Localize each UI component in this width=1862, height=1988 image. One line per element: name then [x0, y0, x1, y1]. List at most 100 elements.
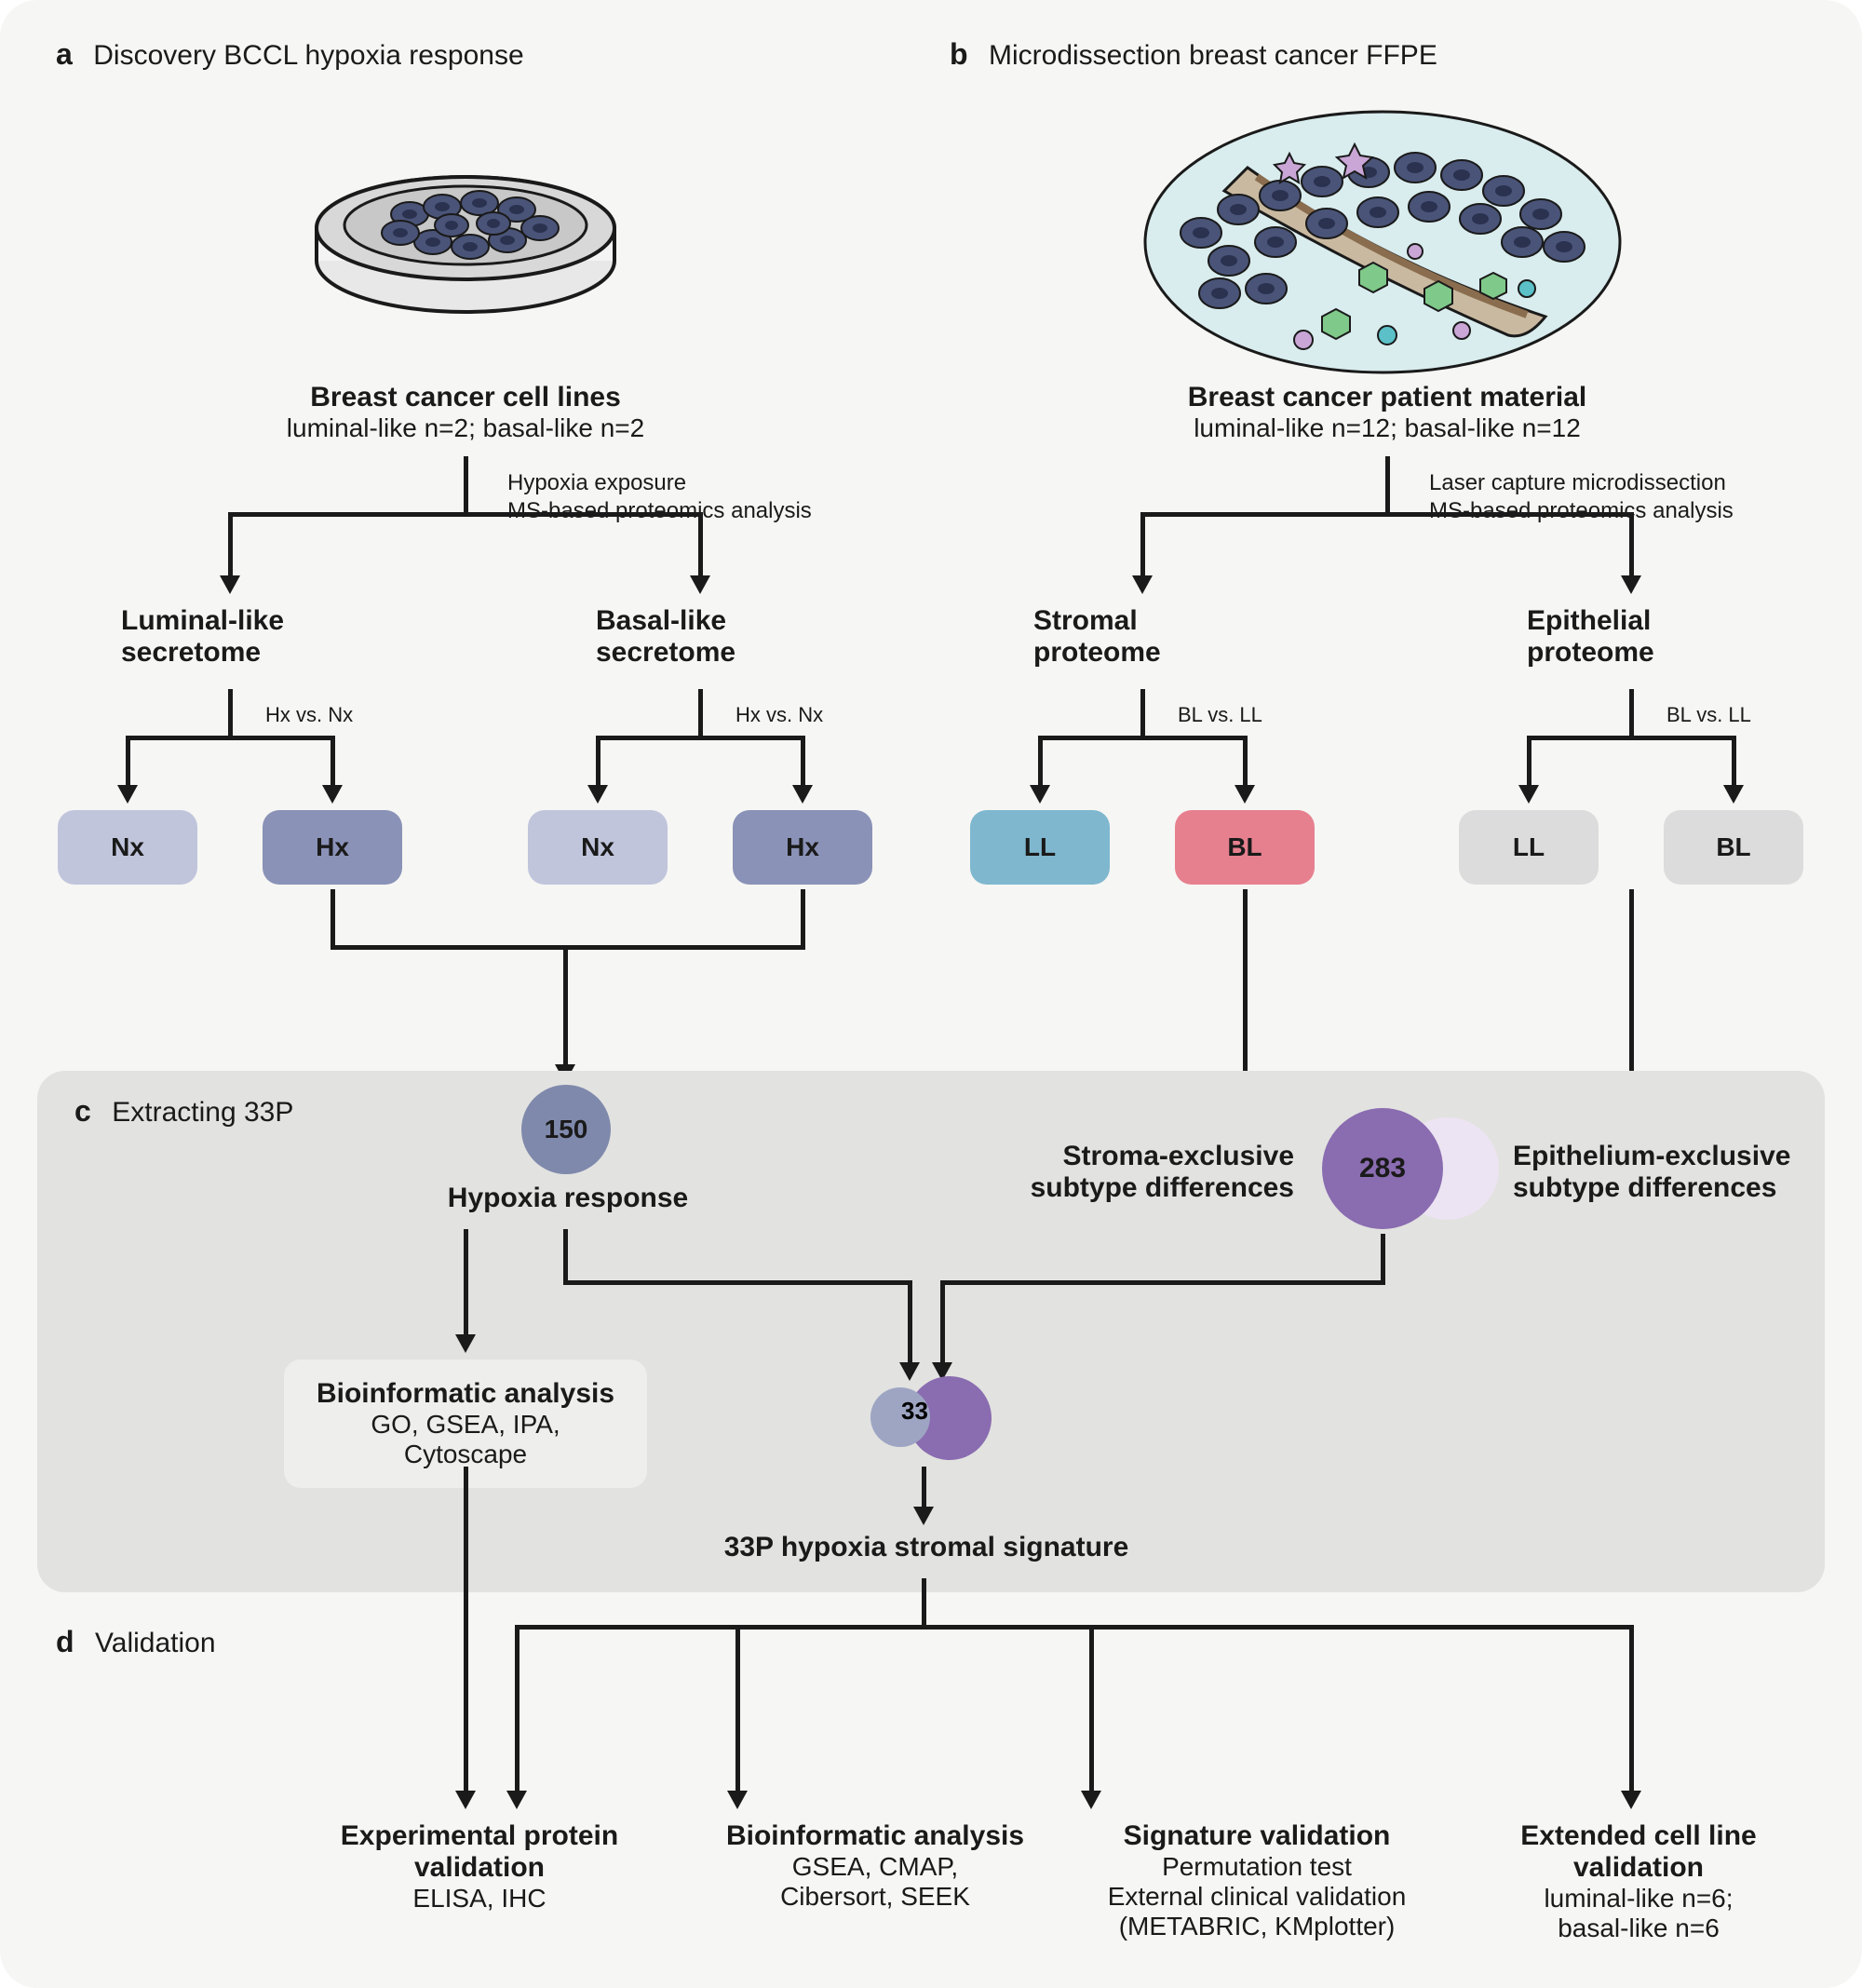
text: validation — [289, 1852, 670, 1884]
connector — [698, 512, 703, 577]
arrowhead-icon — [727, 1791, 748, 1809]
branch-label: Stromal proteome — [1033, 605, 1257, 669]
connector — [464, 456, 468, 512]
connector — [1629, 1625, 1634, 1792]
text: basal-like n=6 — [1476, 1914, 1801, 1943]
connector — [1140, 512, 1145, 577]
circle-150: 150 — [521, 1085, 611, 1174]
arrowhead-icon — [587, 785, 608, 804]
chip-ll-stromal: LL — [970, 810, 1110, 885]
connector — [735, 1625, 1634, 1630]
stroma-exclusive-label: Stroma-exclusive subtype differences — [996, 1141, 1294, 1204]
circle-283: 283 — [1322, 1108, 1443, 1229]
comparison-text: BL vs. LL — [1178, 703, 1262, 727]
arrowhead-icon — [220, 575, 240, 594]
connector — [596, 736, 600, 787]
connector — [563, 1229, 568, 1280]
chip-label: LL — [1513, 832, 1545, 862]
text: Bioinformatic analysis — [312, 1378, 619, 1410]
panel-a-label: a Discovery BCCL hypoxia response — [56, 37, 524, 72]
connector — [1385, 456, 1390, 512]
connector — [735, 1625, 740, 1792]
chip-ll-epi: LL — [1459, 810, 1599, 885]
petri-dish-icon — [307, 121, 624, 335]
connector — [126, 736, 130, 787]
text: Experimental protein — [289, 1820, 670, 1852]
hypoxia-response-label: Hypoxia response — [428, 1183, 708, 1214]
chip-label: Nx — [581, 832, 614, 862]
circle-33-value: 33 — [901, 1397, 928, 1426]
connector — [126, 736, 335, 740]
connector — [698, 689, 703, 736]
panel-letter: b — [950, 37, 968, 71]
arrowhead-icon — [1723, 785, 1744, 804]
text: subtype differences — [996, 1172, 1294, 1204]
connector — [801, 736, 805, 787]
connector — [228, 512, 233, 577]
connector — [1140, 512, 1634, 517]
connector — [331, 889, 335, 945]
chip-label: BL — [1716, 832, 1750, 862]
text: Epithelial — [1527, 605, 1750, 637]
epi-exclusive-label: Epithelium-exclusive subtype differences — [1513, 1141, 1829, 1204]
chip-nx: Nx — [528, 810, 668, 885]
validation-col-2: Bioinformatic analysis GSEA, CMAP, Ciber… — [712, 1820, 1038, 1912]
chip-hx: Hx — [733, 810, 872, 885]
subheading: luminal-like n=12; basal-like n=12 — [1145, 413, 1629, 443]
connector — [940, 1280, 1385, 1285]
panel-c-label: c Extracting 33P — [74, 1094, 293, 1129]
arrowhead-icon — [1235, 785, 1255, 804]
text: secretome — [596, 637, 819, 669]
text: Stromal — [1033, 605, 1257, 637]
panel-title: Extracting 33P — [112, 1097, 293, 1128]
panel-b-label: b Microdissection breast cancer FFPE — [950, 37, 1437, 72]
arrowhead-icon — [792, 785, 813, 804]
method-text: Laser capture microdissection — [1429, 470, 1726, 496]
connector — [1089, 1625, 1094, 1792]
arrowhead-icon — [1132, 575, 1153, 594]
text: Extended cell line — [1476, 1820, 1801, 1852]
validation-col-1: Experimental protein validation ELISA, I… — [289, 1820, 670, 1914]
heading: Breast cancer cell lines — [270, 382, 661, 413]
connector — [228, 689, 233, 736]
comparison-text: Hx vs. Nx — [265, 703, 353, 727]
connector — [940, 1280, 945, 1364]
panel-letter: c — [74, 1094, 91, 1128]
branch-label: Basal-like secretome — [596, 605, 819, 669]
circle-value: 283 — [1359, 1153, 1406, 1184]
connector — [1038, 736, 1043, 787]
arrowhead-icon — [455, 1334, 476, 1353]
arrowhead-icon — [117, 785, 138, 804]
connector — [1629, 512, 1634, 577]
text: Basal-like — [596, 605, 819, 637]
chip-label: Hx — [316, 832, 349, 862]
branch-label: Epithelial proteome — [1527, 605, 1750, 669]
chip-bl-epi: BL — [1664, 810, 1803, 885]
arrowhead-icon — [690, 575, 710, 594]
comparison-text: BL vs. LL — [1666, 703, 1751, 727]
arrowhead-icon — [506, 1791, 527, 1809]
validation-col-4: Extended cell line validation luminal-li… — [1476, 1820, 1801, 1943]
panel-d-label: d Validation — [56, 1625, 216, 1659]
text: GO, GSEA, IPA, Cytoscape — [312, 1410, 619, 1469]
connector — [922, 1578, 926, 1625]
signature-label: 33P hypoxia stromal signature — [708, 1532, 1145, 1563]
connector — [563, 1280, 912, 1285]
arrowhead-icon — [1518, 785, 1539, 804]
connector — [331, 945, 805, 950]
tissue-section-icon — [1136, 102, 1629, 382]
text: Stroma-exclusive — [996, 1141, 1294, 1172]
text: External clinical validation — [1066, 1882, 1448, 1912]
connector — [801, 889, 805, 945]
arrowhead-icon — [913, 1507, 934, 1525]
arrowhead-icon — [899, 1362, 920, 1381]
text: validation — [1476, 1852, 1801, 1884]
panel-letter: d — [56, 1625, 74, 1658]
arrowhead-icon — [1621, 1791, 1641, 1809]
text: GSEA, CMAP, — [712, 1852, 1038, 1882]
text: (METABRIC, KMplotter) — [1066, 1912, 1448, 1941]
panel-letter: a — [56, 37, 73, 71]
chip-label: BL — [1227, 832, 1262, 862]
chip-label: Hx — [786, 832, 819, 862]
chip-bl-stromal: BL — [1175, 810, 1315, 885]
